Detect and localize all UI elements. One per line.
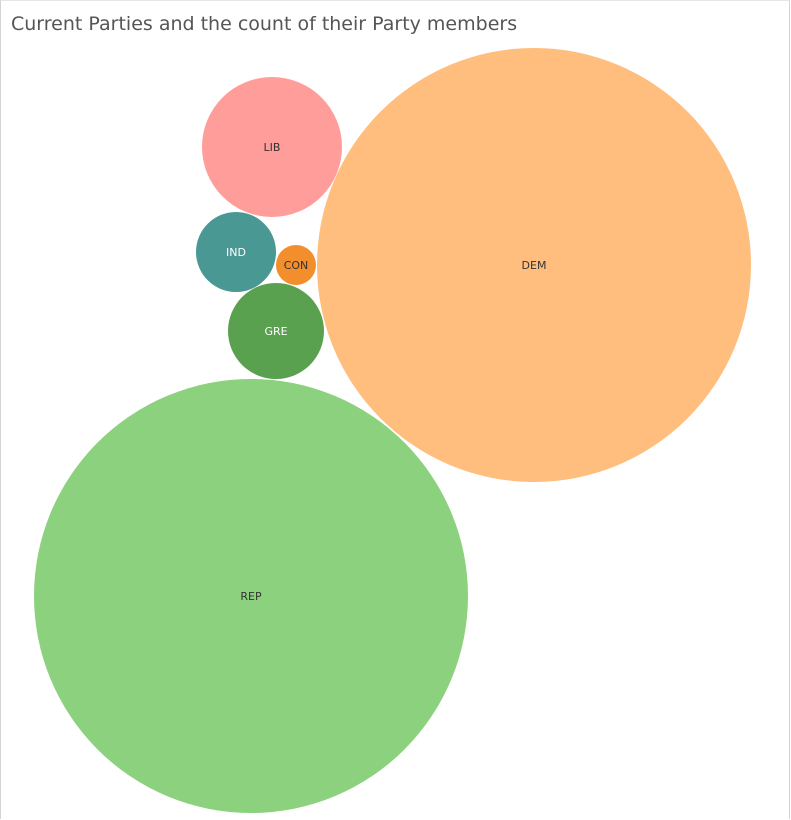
bubble-label-rep: REP <box>240 590 262 603</box>
chart-title: Current Parties and the count of their P… <box>11 13 518 35</box>
bubble-label-con: CON <box>284 259 309 272</box>
bubble-rep[interactable] <box>34 379 468 813</box>
bubble-label-lib: LIB <box>264 141 281 154</box>
bubble-label-ind: IND <box>226 246 246 259</box>
bubble-con[interactable] <box>276 245 316 285</box>
bubble-label-dem: DEM <box>522 259 547 272</box>
bubble-dem[interactable] <box>317 48 751 482</box>
bubble-ind[interactable] <box>196 212 276 292</box>
bubble-gre[interactable] <box>228 283 324 379</box>
bubble-label-gre: GRE <box>264 325 287 338</box>
bubble-lib[interactable] <box>202 77 342 217</box>
